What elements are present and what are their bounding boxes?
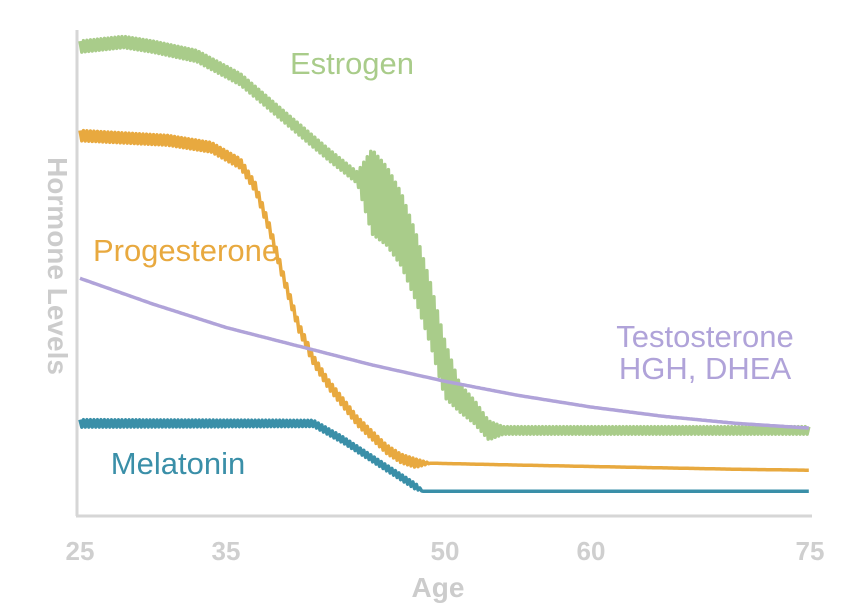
x-tick-label: 35 [212,536,241,566]
x-axis-title: Age [412,572,465,603]
series-label-testosterone-hgh-dhea: HGH, DHEA [619,351,792,386]
axes [75,30,812,518]
x-tick-label: 60 [577,536,606,566]
series-line-progesterone [78,128,809,472]
series-label-estrogen: Estrogen [290,46,414,81]
y-axis-title: Hormone Levels [42,157,73,375]
series-label-melatonin: Melatonin [111,446,245,481]
series-lines [78,34,811,494]
series-line-melatonin [78,417,809,494]
series-labels: Estrogen Progesterone Melatonin Testosteron… [93,46,794,481]
x-tick-label: 50 [431,536,460,566]
series-line-estrogen [78,34,811,441]
x-tick-labels: 25 35 50 60 75 [66,536,825,566]
series-line-testosterone-hgh-dhea [79,276,809,430]
x-tick-label: 25 [66,536,95,566]
series-label-testosterone-hgh-dhea: Testosterone [616,319,794,354]
series-label-progesterone: Progesterone [93,233,279,268]
x-tick-label: 75 [796,536,825,566]
